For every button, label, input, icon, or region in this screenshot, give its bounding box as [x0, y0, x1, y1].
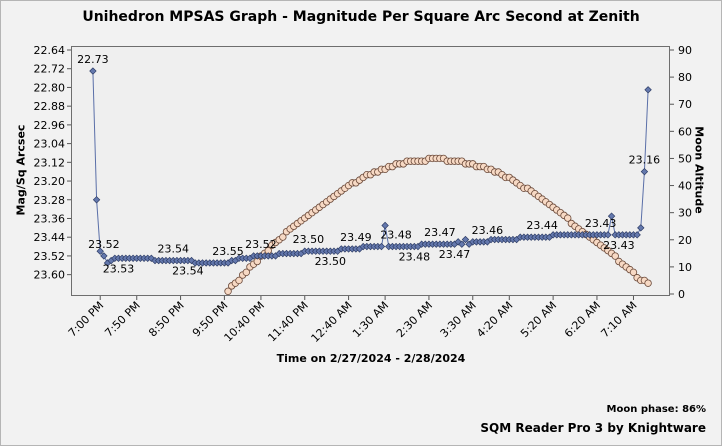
y2-tick-label: 10	[678, 261, 692, 274]
mpsas-point	[607, 212, 616, 220]
data-label: 23.48	[399, 251, 431, 264]
y-tick-label: 23.36	[34, 212, 66, 225]
x-tick-label: 1:30 AM	[350, 299, 391, 340]
y-tick-label: 23.44	[34, 231, 66, 244]
y-tick-label: 23.52	[34, 250, 66, 263]
mpsas-point	[96, 247, 104, 255]
mpsas-point	[644, 86, 652, 94]
y2-tick-label: 60	[678, 125, 692, 138]
data-label: 23.54	[172, 265, 204, 278]
y-tick-label: 23.28	[34, 194, 66, 207]
mpsas-point	[458, 240, 466, 248]
x-tick-label: 11:40 PM	[265, 299, 310, 344]
moon-point	[564, 214, 572, 222]
y2-tick-label: 70	[678, 98, 692, 111]
y2-tick-label: 0	[678, 288, 685, 301]
moon-point	[644, 279, 652, 287]
x-tick-label: 12:40 AM	[309, 299, 355, 345]
mpsas-point	[637, 224, 645, 232]
moon-point	[611, 252, 619, 260]
data-label: 22.73	[77, 53, 109, 66]
data-label: 23.46	[472, 224, 504, 237]
y-tick-label: 23.60	[34, 269, 66, 282]
y2-tick-label: 50	[678, 152, 692, 165]
mpsas-point	[633, 231, 641, 239]
x-tick-label: 7:50 PM	[102, 299, 143, 340]
y2-tick-label: 40	[678, 180, 692, 193]
data-label: 23.44	[526, 219, 558, 232]
data-label: 23.54	[158, 243, 190, 256]
chart-title: Unihedron MPSAS Graph - Magnitude Per Sq…	[82, 9, 640, 25]
mpsas-point	[381, 221, 389, 230]
mpsas-point	[377, 242, 386, 251]
data-label: 23.53	[103, 262, 135, 275]
mpsas-point	[89, 67, 97, 75]
x-axis-label: Time on 2/27/2024 - 2/28/2024	[276, 352, 466, 365]
moon-point	[629, 268, 638, 277]
y-tick-label: 23.20	[34, 175, 66, 188]
x-tick-label: 3:30 AM	[438, 299, 479, 340]
mpsas-point	[100, 252, 108, 260]
mpsas-point	[604, 231, 612, 239]
moon-point	[242, 268, 251, 277]
x-tick-label: 7:10 AM	[598, 299, 639, 340]
x-tick-label: 4:20 AM	[474, 299, 515, 340]
data-label: 23.49	[340, 231, 372, 244]
x-tick-label: 7:00 PM	[66, 299, 107, 340]
data-label: 23.16	[629, 154, 661, 167]
moon-phase: Moon phase: 86%	[606, 404, 706, 415]
x-tick-label: 10:40 PM	[222, 299, 267, 344]
x-tick-label: 8:50 PM	[146, 299, 187, 340]
data-label: 23.55	[212, 245, 244, 258]
mpsas-point	[461, 235, 470, 244]
data-label: 23.43	[585, 217, 617, 230]
moon-point	[224, 287, 232, 295]
y2-tick-label: 90	[678, 44, 692, 57]
moon-point	[235, 276, 243, 285]
data-label: 23.43	[603, 239, 635, 252]
plot-area	[71, 46, 670, 296]
mpsas-point	[640, 167, 649, 176]
credit: SQM Reader Pro 3 by Knightware	[480, 421, 706, 435]
y-tick-label: 22.72	[34, 63, 66, 76]
y-tick-label: 22.96	[34, 119, 66, 132]
data-label: 23.47	[439, 248, 471, 261]
y-tick-label: 23.12	[34, 156, 66, 169]
y-tick-label: 22.64	[34, 44, 66, 57]
data-label: 23.47	[424, 226, 456, 239]
y-tick-label: 22.88	[34, 100, 66, 113]
x-tick-label: 2:30 AM	[394, 299, 435, 340]
y-tick-label: 22.80	[34, 81, 66, 94]
moon-point	[279, 233, 287, 241]
mpsas-point	[92, 196, 101, 204]
data-label: 23.52	[245, 238, 277, 251]
data-label: 23.48	[380, 229, 412, 242]
y2-tick-label: 20	[678, 234, 692, 247]
data-label: 23.50	[293, 233, 325, 246]
data-label: 23.52	[88, 238, 120, 251]
x-tick-label: 5:20 AM	[518, 299, 559, 340]
y2-tick-label: 30	[678, 207, 692, 220]
y-tick-label: 23.04	[34, 138, 66, 151]
y2-tick-label: 80	[678, 71, 692, 84]
x-tick-label: 6:20 AM	[562, 299, 603, 340]
data-label: 23.50	[315, 255, 347, 268]
